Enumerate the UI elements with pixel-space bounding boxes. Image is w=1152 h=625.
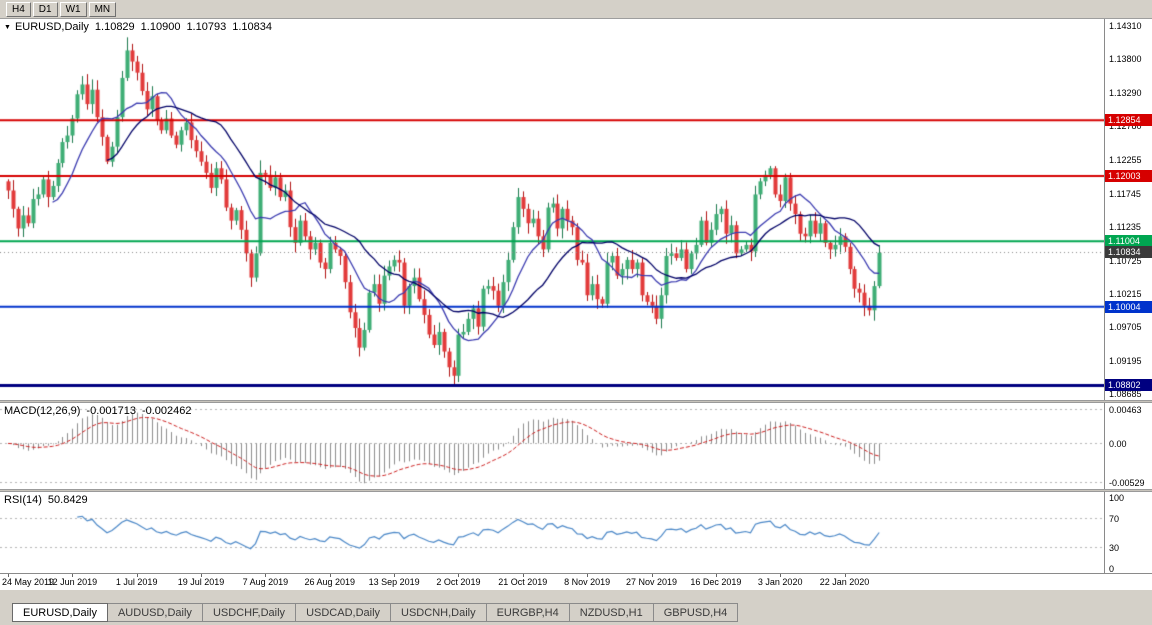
macd-axis-label: 0.00463 xyxy=(1109,405,1142,416)
rsi-y-axis: 100 70 30 0 xyxy=(1104,492,1152,573)
rsi-axis-label: 30 xyxy=(1109,542,1120,553)
timeframe-button-h4[interactable]: H4 xyxy=(6,1,31,17)
date-tick xyxy=(394,574,395,577)
chart-tab-eurusd-daily[interactable]: EURUSD,Daily xyxy=(12,603,108,622)
macd-y-axis: 0.00463 0.00 -0.00529 xyxy=(1104,403,1152,489)
timeframe-button-w1[interactable]: W1 xyxy=(59,1,87,17)
chart-tab-usdchf-daily[interactable]: USDCHF,Daily xyxy=(201,603,297,622)
chart-tab-bar: EURUSD,Daily AUDUSD,Daily USDCHF,Daily USDC… xyxy=(0,589,1152,625)
price-axis-label: 1.13290 xyxy=(1109,87,1142,98)
date-axis: 24 May 2019 12 Jun 2019 1 Jul 2019 19 Jul 2… xyxy=(0,573,1152,589)
date-tick xyxy=(72,574,73,577)
rsi-axis-label: 70 xyxy=(1109,514,1120,525)
rsi-header: RSI(14) 50.8429 xyxy=(4,494,88,506)
ohlc-high: 1.10900 xyxy=(140,21,181,33)
chart-tab-eurgbp-h4[interactable]: EURGBP,H4 xyxy=(485,603,570,622)
price-line-label: 1.08802 xyxy=(1105,379,1152,392)
date-tick xyxy=(265,574,266,577)
date-tick xyxy=(137,574,138,577)
chart-symbol-dropdown-icon[interactable]: ▼ xyxy=(4,23,11,31)
chart-tabstrip: EURUSD,Daily AUDUSD,Daily USDCHF,Daily USDC… xyxy=(0,603,739,622)
price-axis-label: 1.12255 xyxy=(1109,155,1142,166)
price-axis-label: 1.14310 xyxy=(1109,20,1142,31)
date-label: 13 Sep 2019 xyxy=(368,577,420,587)
macd-axis-label: -0.00529 xyxy=(1109,478,1145,489)
date-tick xyxy=(587,574,588,577)
price-axis-label: 1.10725 xyxy=(1109,255,1142,266)
date-tick xyxy=(716,574,717,577)
chart-tab-usdcnh-daily[interactable]: USDCNH,Daily xyxy=(390,603,487,622)
date-label: 12 Jun 2019 xyxy=(47,577,98,587)
chart-tab-usdcad-daily[interactable]: USDCAD,Daily xyxy=(295,603,392,622)
date-label: 16 Dec 2019 xyxy=(690,577,742,587)
rsi-panel: RSI(14) 50.8429 100 70 30 0 xyxy=(0,492,1152,573)
date-label: 22 Jan 2020 xyxy=(819,577,870,587)
price-y-axis: 1.143101.138001.132901.127801.122551.117… xyxy=(1104,19,1152,400)
price-panel: ▼ EURUSD,Daily 1.10829 1.10900 1.10793 1… xyxy=(0,19,1152,400)
price-axis-label: 1.13800 xyxy=(1109,54,1142,65)
ohlc-open: 1.10829 xyxy=(94,21,135,33)
chart-ohlc-header: ▼ EURUSD,Daily 1.10829 1.10900 1.10793 1… xyxy=(4,21,272,33)
timeframe-button-d1[interactable]: D1 xyxy=(32,1,58,17)
price-chart-canvas[interactable] xyxy=(0,19,1104,400)
price-line-label: 1.11004 xyxy=(1105,235,1152,248)
rsi-label: RSI(14) xyxy=(4,494,42,506)
rsi-axis-label: 0 xyxy=(1109,564,1115,573)
price-axis-label: 1.11235 xyxy=(1109,222,1141,233)
date-label: 1 Jul 2019 xyxy=(115,577,158,587)
date-label: 27 Nov 2019 xyxy=(625,577,678,587)
date-label: 21 Oct 2019 xyxy=(498,577,548,587)
ohlc-low: 1.10793 xyxy=(186,21,227,33)
date-label: 19 Jul 2019 xyxy=(177,577,225,587)
chart-symbol-label: EURUSD,Daily xyxy=(14,21,89,33)
macd-label: MACD(12,26,9) xyxy=(4,405,81,417)
date-label: 26 Aug 2019 xyxy=(304,577,356,587)
date-tick xyxy=(330,574,331,577)
price-line-label: 1.12854 xyxy=(1105,114,1152,127)
price-axis-label: 1.10215 xyxy=(1109,288,1142,299)
timeframe-toolbar: H4 D1 W1 MN xyxy=(0,0,1152,19)
chart-tab-audusd-daily[interactable]: AUDUSD,Daily xyxy=(106,603,203,622)
current-price-label: 1.10834 xyxy=(1105,246,1152,259)
date-label: 8 Nov 2019 xyxy=(564,577,611,587)
ohlc-close: 1.10834 xyxy=(232,21,272,33)
price-axis-label: 1.08685 xyxy=(1109,389,1142,400)
price-axis-label: 1.09705 xyxy=(1109,322,1142,333)
chart-tab-gbpusd-h4[interactable]: GBPUSD,H4 xyxy=(652,603,739,622)
price-line-label: 1.12003 xyxy=(1105,169,1152,182)
timeframe-button-mn[interactable]: MN xyxy=(88,1,117,17)
macd-chart-canvas[interactable] xyxy=(0,403,1104,489)
macd-value-main: -0.001713 xyxy=(86,405,136,417)
rsi-axis-label: 100 xyxy=(1109,493,1125,503)
rsi-value: 50.8429 xyxy=(47,494,88,506)
panel-splitter[interactable] xyxy=(0,400,1152,403)
date-tick xyxy=(201,574,202,577)
price-line-label: 1.10004 xyxy=(1105,300,1152,313)
chart-tab-nzdusd-h1[interactable]: NZDUSD,H1 xyxy=(568,603,654,622)
date-tick xyxy=(458,574,459,577)
date-label: 24 May 2019 xyxy=(2,577,55,587)
price-axis-label: 1.11745 xyxy=(1109,188,1141,199)
price-axis-label: 1.09195 xyxy=(1109,355,1142,366)
date-label: 2 Oct 2019 xyxy=(436,577,481,587)
date-tick xyxy=(523,574,524,577)
date-tick xyxy=(780,574,781,577)
macd-value-signal: -0.002462 xyxy=(141,405,192,417)
date-tick xyxy=(8,574,9,577)
macd-axis-label: 0.00 xyxy=(1109,439,1127,450)
date-tick xyxy=(845,574,846,577)
macd-header: MACD(12,26,9) -0.001713 -0.002462 xyxy=(4,405,192,417)
date-label: 3 Jan 2020 xyxy=(757,577,803,587)
date-label: 7 Aug 2019 xyxy=(242,577,289,587)
panel-splitter[interactable] xyxy=(0,489,1152,492)
date-tick xyxy=(652,574,653,577)
macd-panel: MACD(12,26,9) -0.001713 -0.002462 0.0046… xyxy=(0,403,1152,489)
rsi-chart-canvas[interactable] xyxy=(0,492,1104,573)
